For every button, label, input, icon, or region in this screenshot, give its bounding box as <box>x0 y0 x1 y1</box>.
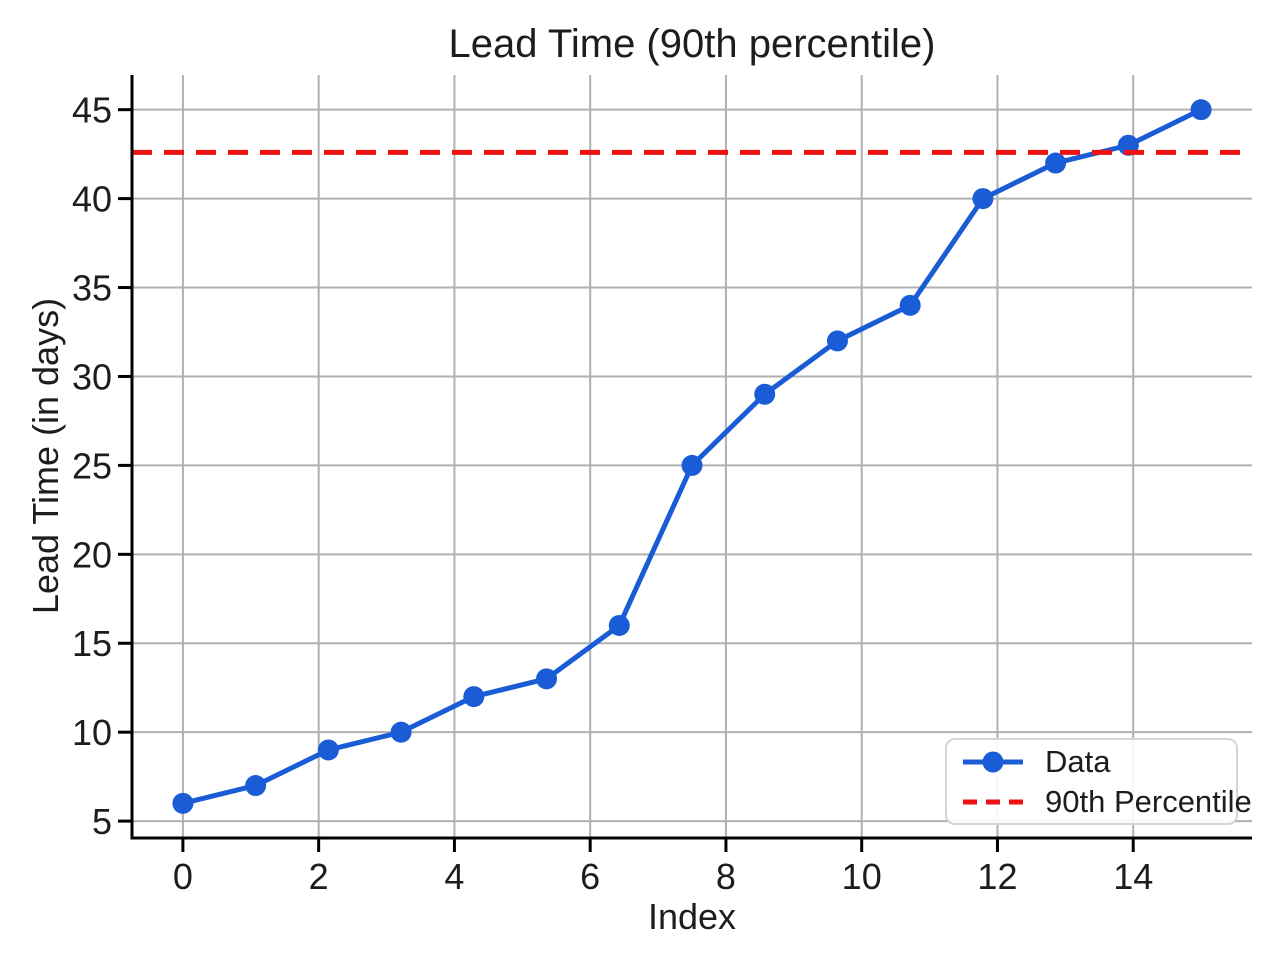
legend-line-marker-icon <box>963 751 1023 772</box>
x-tick-label: 6 <box>580 856 600 897</box>
data-point-marker <box>754 383 776 405</box>
data-point-marker <box>1045 152 1067 174</box>
legend-label-percentile: 90th Percentile <box>1045 784 1252 819</box>
y-tick-label: 35 <box>72 268 112 309</box>
legend-dashed-line-icon <box>963 799 1023 804</box>
data-point-marker <box>172 792 194 814</box>
y-tick-label: 40 <box>72 179 112 220</box>
x-axis-label: Index <box>647 896 737 937</box>
data-point-marker <box>317 739 339 761</box>
data-point-marker <box>536 668 558 690</box>
data-point-marker <box>972 188 994 210</box>
x-tick-label: 10 <box>842 856 882 897</box>
data-point-marker <box>390 721 412 743</box>
y-tick-label: 15 <box>72 623 112 664</box>
x-tick-label: 2 <box>309 856 329 897</box>
data-point-marker <box>1190 99 1212 121</box>
data-point-marker <box>463 686 485 708</box>
legend-item-data: Data <box>961 746 1222 777</box>
data-point-marker <box>681 454 703 476</box>
x-tick-label: 4 <box>444 856 464 897</box>
legend-item-percentile: 90th Percentile <box>961 786 1252 817</box>
y-axis-label: Lead Time (in days) <box>25 297 66 615</box>
x-tick-label: 14 <box>1113 856 1153 897</box>
data-point-marker <box>899 294 921 316</box>
chart-title: Lead Time (90th percentile) <box>448 22 936 66</box>
legend: Data 90th Percentile <box>945 738 1252 825</box>
data-point-marker <box>608 614 630 636</box>
legend-label-data: Data <box>1045 744 1111 779</box>
y-tick-label: 20 <box>72 534 112 575</box>
x-tick-label: 12 <box>977 856 1017 897</box>
x-tick-label: 0 <box>173 856 193 897</box>
data-point-marker <box>826 330 848 352</box>
x-tick-label: 8 <box>716 856 736 897</box>
y-tick-label: 25 <box>72 445 112 486</box>
y-tick-label: 10 <box>72 712 112 753</box>
y-tick-label: 5 <box>92 801 112 842</box>
y-tick-label: 45 <box>72 90 112 131</box>
y-tick-label: 30 <box>72 356 112 397</box>
data-point-marker <box>245 775 267 797</box>
